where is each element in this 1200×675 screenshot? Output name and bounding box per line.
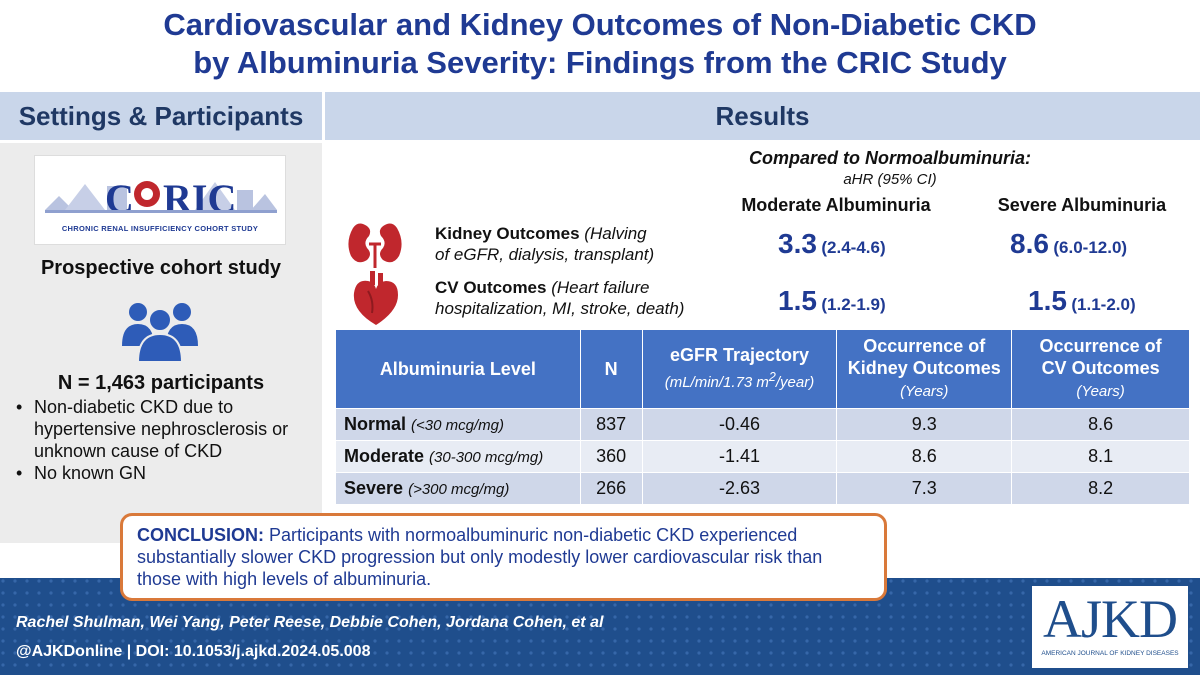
table-header-row: Albuminuria Level N eGFR Trajectory (mL/… (335, 329, 1190, 409)
cell-level: Normal (<30 mcg/mg) (335, 408, 581, 441)
cric-logo-text: CHRONIC RENAL INSUFFICIENCY COHORT STUDY (61, 224, 259, 233)
cell-cv: 8.2 (1011, 472, 1190, 505)
authors: Rachel Shulman, Wei Yang, Peter Reese, D… (16, 614, 604, 631)
cell-level: Severe (>300 mcg/mg) (335, 472, 581, 505)
comparison-subtitle: aHR (95% CI) (843, 171, 937, 188)
settings-header: Settings & Participants (0, 92, 322, 140)
cell-level: Moderate (30-300 mcg/mg) (335, 440, 581, 473)
heart-icon (353, 271, 398, 325)
cell-egfr: -1.41 (641, 440, 838, 473)
moderate-column-header: Moderate Albuminuria (741, 195, 931, 215)
svg-text:RIC: RIC (163, 176, 236, 216)
header-kidney-occurrence: Occurrence of Kidney Outcomes (Years) (836, 329, 1013, 409)
severe-column-header: Severe Albuminuria (997, 195, 1167, 215)
svg-text:C: C (105, 176, 134, 216)
ajkd-subtitle: AMERICAN JOURNAL OF KIDNEY DISEASES (1041, 650, 1179, 657)
cell-n: 266 (579, 472, 643, 505)
results-table: Albuminuria Level N eGFR Trajectory (mL/… (335, 329, 1190, 505)
study-type: Prospective cohort study (40, 257, 282, 279)
kidney-moderate-hr: 3.3 (2.4-4.6) (778, 228, 886, 259)
participant-count: N = 1,463 participants (57, 372, 265, 394)
header-albuminuria-level: Albuminuria Level (335, 329, 581, 409)
comparison-title: Compared to Normoalbuminuria: (748, 148, 1031, 168)
header-n: N (579, 329, 643, 409)
table-row: Severe (>300 mcg/mg) 266 -2.63 7.3 8.2 (335, 472, 1190, 505)
participant-bullets: Non-diabetic CKD due to hypertensive nep… (16, 396, 316, 484)
ajkd-logo: AJKD AMERICAN JOURNAL OF KIDNEY DISEASES (1032, 586, 1188, 668)
cell-cv: 8.6 (1011, 408, 1190, 441)
conclusion-label: CONCLUSION: (137, 525, 264, 545)
header-cv-occurrence: Occurrence of CV Outcomes (Years) (1011, 329, 1190, 409)
doi-link[interactable]: @AJKDonline | DOI: 10.1053/j.ajkd.2024.0… (16, 643, 371, 660)
title-line-1: Cardiovascular and Kidney Outcomes of No… (163, 7, 1037, 42)
table-row: Moderate (30-300 mcg/mg) 360 -1.41 8.6 8… (335, 440, 1190, 473)
results-header: Results (325, 92, 1200, 140)
conclusion-box: CONCLUSION: Participants with normoalbum… (120, 513, 887, 601)
cell-cv: 8.1 (1011, 440, 1190, 473)
cell-n: 360 (579, 440, 643, 473)
header-egfr: eGFR Trajectory (mL/min/1.73 m2/year) (641, 329, 838, 409)
kidney-outcomes-label: Kidney Outcomes (Halving of eGFR, dialys… (435, 224, 655, 264)
cell-egfr: -2.63 (641, 472, 838, 505)
cell-kidney: 8.6 (836, 440, 1013, 473)
table-row: Normal (<30 mcg/mg) 837 -0.46 9.3 8.6 (335, 408, 1190, 441)
people-icon (122, 303, 198, 363)
cv-outcomes-label: CV Outcomes (Heart failure hospitalizati… (435, 278, 685, 318)
cell-kidney: 9.3 (836, 408, 1013, 441)
cell-egfr: -0.46 (641, 408, 838, 441)
cv-moderate-hr: 1.5 (1.2-1.9) (778, 285, 886, 316)
cric-skyline-icon: C RIC (45, 176, 277, 216)
cell-kidney: 7.3 (836, 472, 1013, 505)
cv-severe-hr: 1.5 (1.1-2.0) (1028, 285, 1136, 316)
cric-logo: C RIC CHRONIC RENAL INSUFFICIENCY COHORT… (34, 155, 286, 245)
bullet-item: Non-diabetic CKD due to hypertensive nep… (16, 396, 316, 462)
cell-n: 837 (579, 408, 643, 441)
conclusion-text: Participants with normoalbuminuric non-d… (137, 525, 823, 589)
kidney-icon (348, 223, 402, 268)
kidney-severe-hr: 8.6 (6.0-12.0) (1010, 228, 1128, 259)
title-line-2: by Albuminuria Severity: Findings from t… (193, 45, 1007, 80)
bullet-item: No known GN (16, 462, 316, 484)
ajkd-wordmark: AJKD (1042, 589, 1178, 649)
infographic-title: Cardiovascular and Kidney Outcomes of No… (0, 6, 1200, 82)
